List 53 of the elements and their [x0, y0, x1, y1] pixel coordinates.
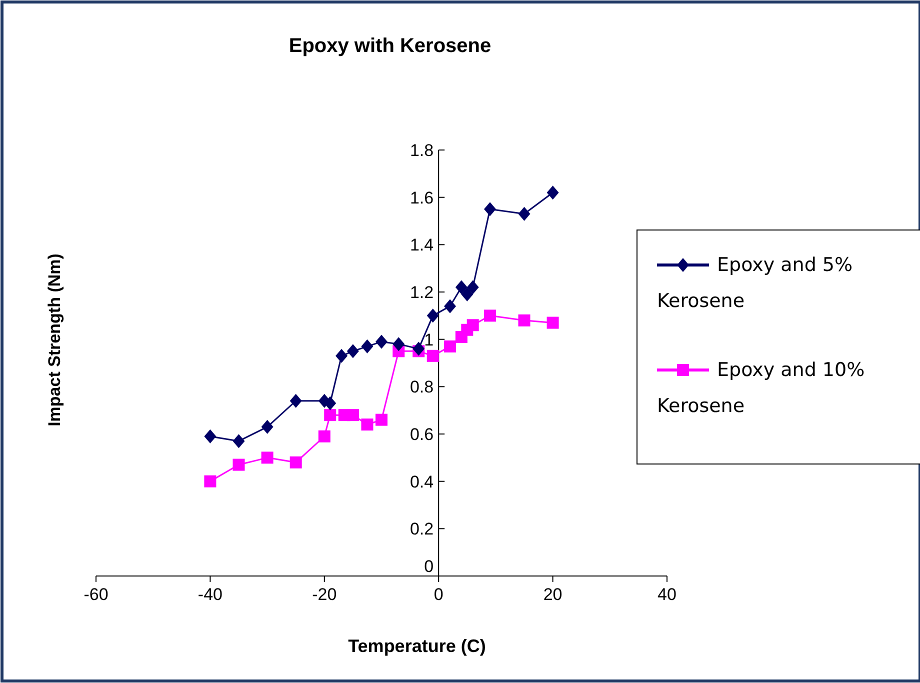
point	[426, 350, 439, 362]
point	[426, 308, 439, 323]
y-tick-label: 1.2	[410, 283, 434, 302]
y-tick-label: 0	[424, 557, 434, 576]
point	[204, 429, 216, 444]
point	[232, 458, 245, 471]
x-tick-label: 40	[658, 585, 676, 604]
point	[336, 348, 348, 363]
point	[455, 280, 468, 294]
x-tick-label: -20	[312, 585, 337, 604]
x-tick-label: -40	[198, 585, 222, 604]
point	[484, 310, 496, 322]
y-tick-label: 1.4	[410, 236, 434, 255]
point	[361, 339, 374, 354]
point	[444, 340, 456, 352]
point	[546, 186, 559, 200]
point	[518, 314, 530, 326]
y-tick-label: 0.8	[410, 378, 434, 397]
point	[261, 452, 274, 464]
point	[290, 394, 302, 408]
point	[232, 434, 245, 448]
point	[261, 420, 274, 434]
point	[546, 316, 559, 329]
point	[324, 396, 336, 410]
point	[444, 299, 456, 314]
point	[324, 409, 336, 422]
point	[290, 456, 302, 468]
x-tick-label: 20	[543, 585, 562, 604]
chart-title: Epoxy with Kerosene	[288, 35, 492, 57]
y-tick-label: 0.4	[410, 472, 434, 492]
point	[518, 206, 530, 221]
point	[376, 334, 388, 349]
y-tick-label: 0.6	[410, 425, 434, 444]
y-tick-label: 1.6	[410, 188, 434, 208]
x-tick-label: -60	[84, 585, 108, 604]
point	[412, 342, 425, 356]
point	[361, 418, 374, 431]
point	[318, 430, 330, 442]
point	[346, 344, 359, 358]
y-axis-title: Impact Strength (Nm)	[45, 254, 64, 426]
point	[484, 202, 496, 216]
y-tick-label: 1.8	[410, 141, 434, 160]
y-tick-label: 1	[424, 330, 434, 350]
point	[392, 337, 405, 352]
y-tick-label: 0.2	[410, 520, 434, 539]
legend-label: Epoxy and 5% Kerosene	[657, 254, 853, 312]
point	[461, 287, 474, 302]
point	[466, 280, 479, 294]
point	[204, 475, 216, 488]
legend-label: Epoxy and 10% Kerosene	[657, 359, 865, 417]
point	[376, 414, 388, 426]
x-axis-title: Temperature (C)	[348, 636, 486, 656]
point	[346, 409, 359, 422]
